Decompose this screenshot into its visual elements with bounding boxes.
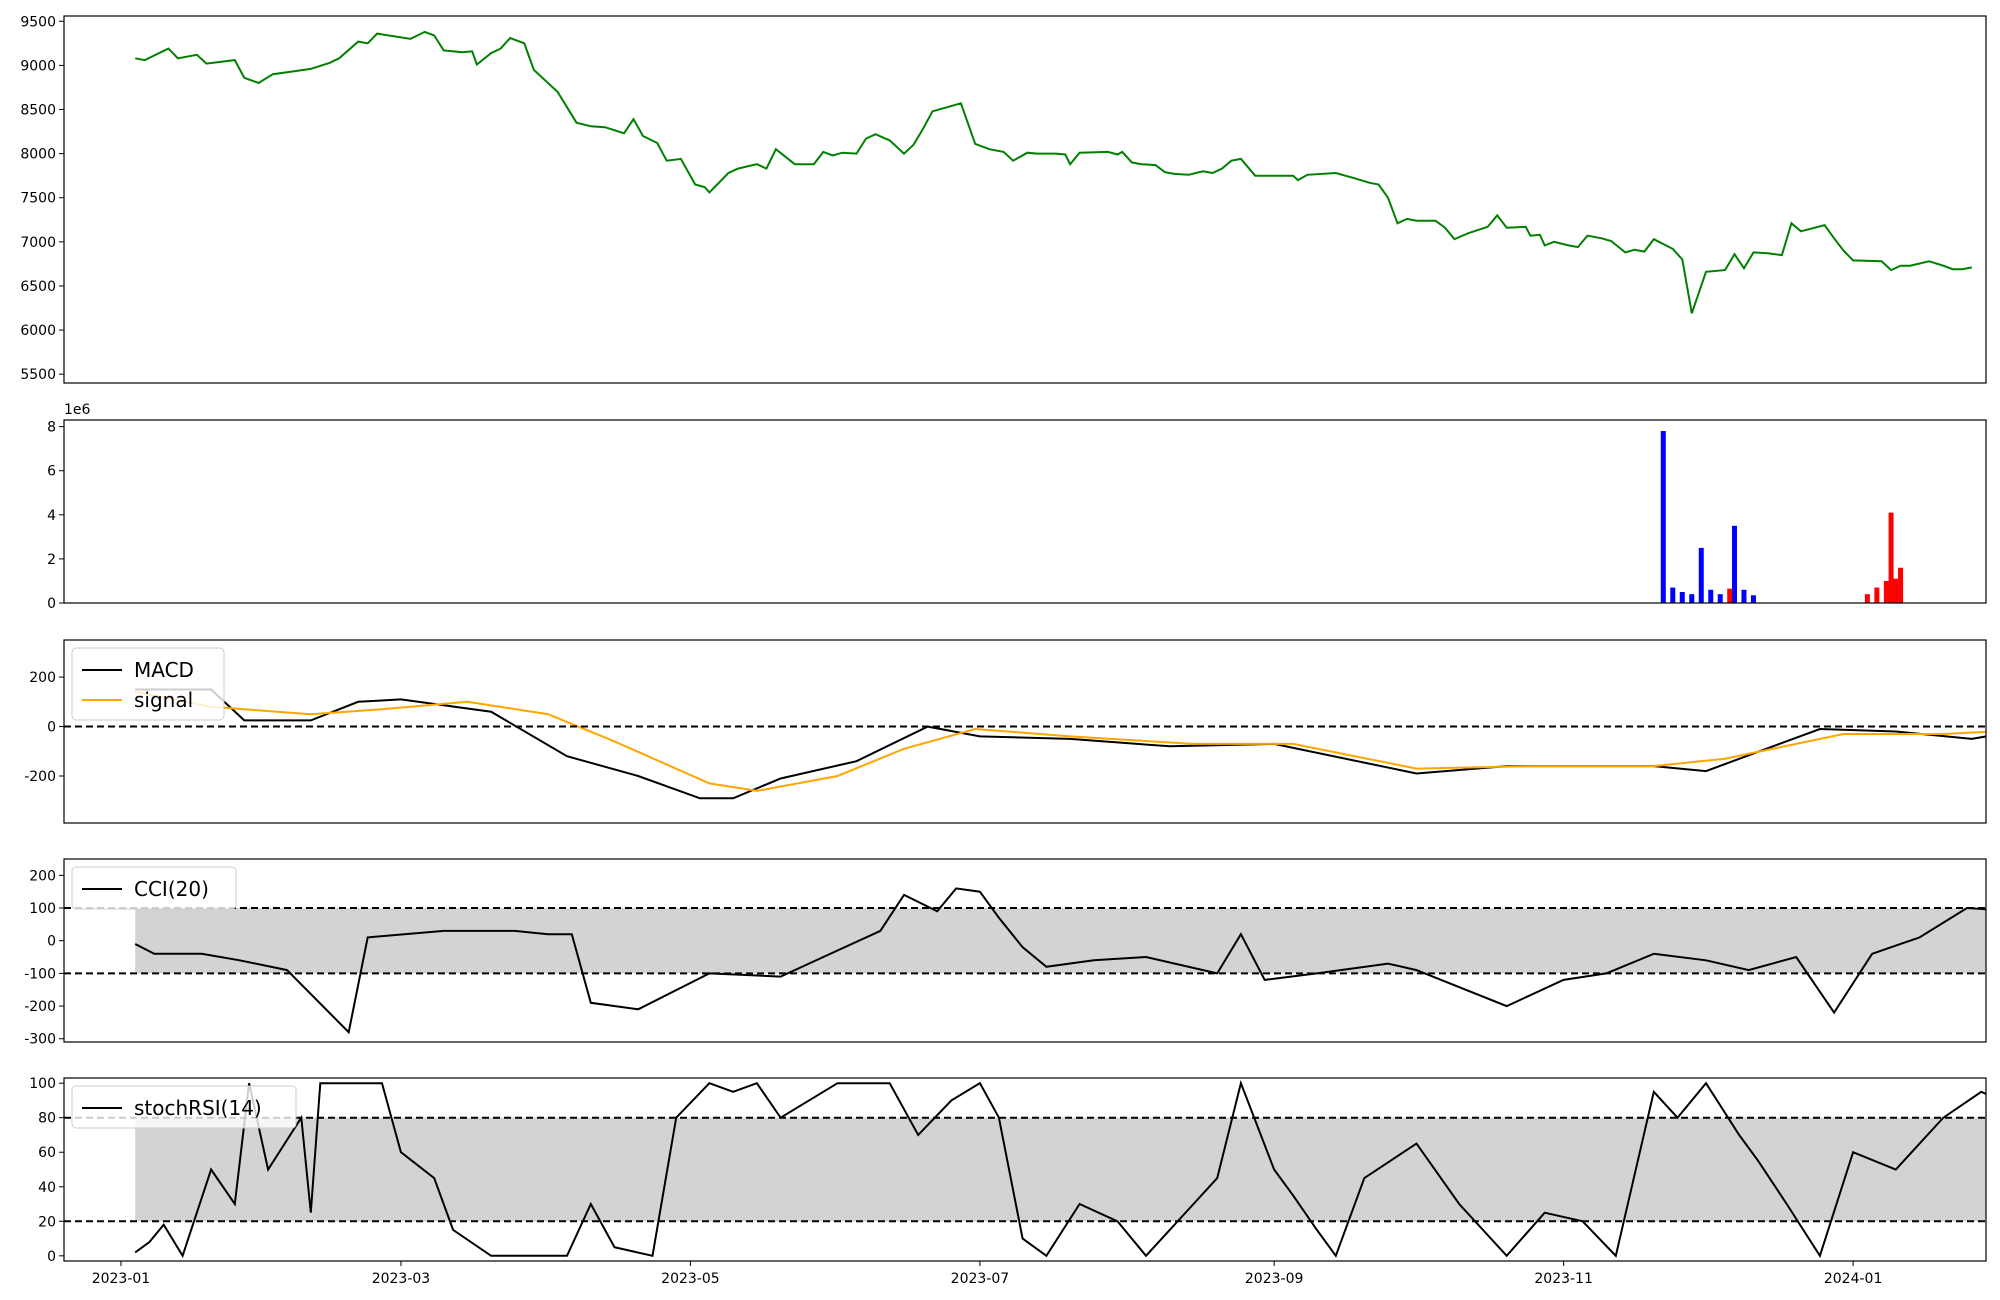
cci-frame: [63, 858, 1987, 1043]
cci-legend-label-0: CCI(20): [134, 877, 209, 901]
macd-legend-label-0: MACD: [134, 658, 194, 682]
volume-bar-1-0: [1727, 588, 1733, 603]
volume-bar-1-6: [1898, 567, 1904, 603]
macd-ytick-label-1: 0: [47, 720, 56, 736]
volume-ytick-label-1: 2: [47, 552, 56, 568]
volume-ytick-label-4: 8: [47, 420, 56, 436]
macd-frame: [63, 639, 1987, 824]
panel-macd: -200 0 200 MACD signal: [24, 639, 1987, 824]
volume-bar-0-0: [1660, 431, 1666, 603]
macd-legend-label-1: signal: [134, 688, 193, 712]
price-ytick-label-8: 9500: [20, 14, 56, 30]
stochrsi-ytick-label-2: 40: [38, 1180, 56, 1196]
volume-bar-0-7: [1731, 525, 1737, 603]
x-tick-label-6: 2024-01: [1824, 1271, 1883, 1287]
volume-bar-1-1: [1864, 594, 1870, 603]
volume-bar-0-4: [1698, 547, 1704, 603]
volume-ytick-label-0: 0: [47, 596, 56, 612]
macd-plot-area: [64, 688, 1986, 800]
macd-series-1: [135, 690, 1986, 792]
cci-plot-area: [64, 887, 1986, 1035]
cci-series-0: [134, 887, 1986, 1035]
price-ytick-label-4: 7500: [20, 191, 56, 207]
volume-bar-0-5: [1708, 589, 1714, 603]
stochrsi-frame: [63, 1077, 1987, 1262]
x-tick-label-5: 2023-11: [1534, 1271, 1593, 1287]
volume-bar-0-6: [1717, 594, 1723, 603]
stochrsi-ytick-label-5: 100: [29, 1076, 56, 1092]
cci-ytick-label-5: 200: [29, 868, 56, 884]
price-frame: [63, 15, 1987, 384]
x-tick-label-2: 2023-05: [661, 1271, 720, 1287]
panel-cci: -300 -200 -100 0 100 200 CCI(20): [24, 858, 1987, 1048]
cci-ytick-label-4: 100: [29, 901, 56, 917]
x-tick-label-4: 2023-09: [1245, 1271, 1304, 1287]
price-series-0: [135, 30, 1972, 314]
volume-bar-0-9: [1750, 595, 1756, 603]
macd-series-0: [135, 688, 1986, 800]
price-ytick-label-0: 5500: [20, 367, 56, 383]
panel-stochrsi: 0 20 40 60 80 100 stochRSI(14): [29, 1076, 1987, 1265]
volume-scale-label: 1e6: [64, 402, 91, 418]
stochrsi-ytick-label-3: 60: [38, 1145, 56, 1161]
x-tick-label-3: 2023-07: [951, 1271, 1010, 1287]
macd-legend-box: [71, 647, 225, 721]
price-ytick-label-3: 7000: [20, 235, 56, 251]
price-plot-area: [135, 30, 1972, 314]
macd-legend: MACD signal: [71, 647, 225, 721]
volume-bar-1-5: [1893, 578, 1899, 603]
cci-legend-box: [71, 866, 237, 910]
cci-ytick-label-2: -100: [24, 966, 56, 982]
macd-ytick-label-0: -200: [24, 769, 56, 785]
stochrsi-plot-area: [64, 1079, 1986, 1259]
stochrsi-band: [135, 1117, 1986, 1222]
x-tick-label-1: 2023-03: [372, 1271, 431, 1287]
panel-price: 5500 6000 6500 7000 7500 8000 8500 9000 9500: [20, 14, 1987, 384]
volume-bar-0-8: [1741, 589, 1747, 603]
stochrsi-legend-label-0: stochRSI(14): [134, 1096, 262, 1120]
cci-ytick-label-0: -300: [24, 1032, 56, 1048]
price-ytick-label-6: 8500: [20, 103, 56, 119]
stochrsi-series-0: [134, 1079, 1986, 1259]
cci-band: [135, 908, 1986, 974]
stochrsi-ytick-label-4: 80: [38, 1111, 56, 1127]
stochrsi-ytick-label-0: 0: [47, 1249, 56, 1265]
volume-bar-1-4: [1888, 512, 1894, 603]
volume-frame: [63, 419, 1987, 604]
cci-ytick-label-3: 0: [47, 934, 56, 950]
price-ytick-label-2: 6500: [20, 279, 56, 295]
price-ytick-label-5: 8000: [20, 147, 56, 163]
stochrsi-ytick-label-1: 20: [38, 1214, 56, 1230]
volume-bar-0-3: [1689, 594, 1695, 603]
x-tick-label-0: 2023-01: [92, 1271, 151, 1287]
volume-bar-0-2: [1679, 591, 1685, 603]
volume-bar-1-3: [1883, 580, 1889, 603]
cci-legend: CCI(20): [71, 866, 237, 910]
panel-volume: 0 2 4 6 8 1e6: [47, 402, 1987, 612]
stochrsi-legend-box: [71, 1085, 297, 1129]
volume-plot-area: [1660, 431, 1904, 603]
stochrsi-legend: stochRSI(14): [71, 1085, 297, 1129]
cci-ytick-label-1: -200: [24, 999, 56, 1015]
price-ytick-label-7: 9000: [20, 58, 56, 74]
volume-bar-0-1: [1670, 587, 1676, 603]
volume-ytick-label-3: 6: [47, 464, 56, 480]
price-ytick-label-1: 6000: [20, 323, 56, 339]
volume-bar-1-2: [1874, 587, 1880, 603]
volume-ytick-label-2: 4: [47, 508, 56, 524]
macd-ytick-label-2: 200: [29, 670, 56, 686]
